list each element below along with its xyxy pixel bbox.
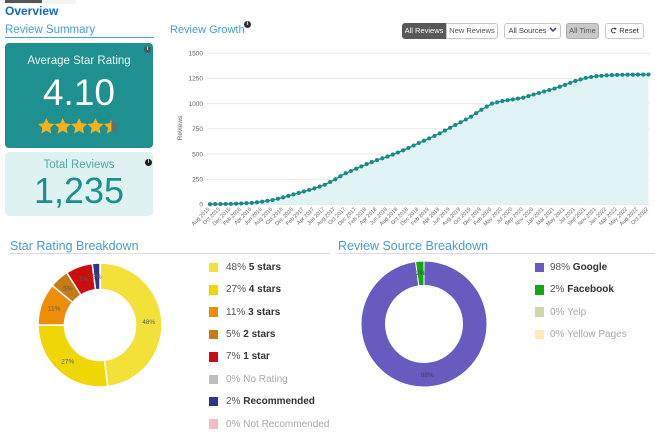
svg-text:250: 250	[192, 177, 203, 184]
svg-text:27%: 27%	[61, 359, 74, 366]
svg-text:5%: 5%	[63, 285, 73, 292]
svg-text:11%: 11%	[48, 306, 61, 313]
svg-text:0: 0	[199, 202, 203, 209]
svg-text:98%: 98%	[421, 372, 434, 379]
svg-text:1250: 1250	[189, 76, 204, 83]
svg-text:48%: 48%	[142, 319, 155, 326]
svg-text:1500: 1500	[189, 50, 204, 57]
svg-text:750: 750	[192, 126, 203, 133]
svg-text:Reviews: Reviews	[177, 115, 184, 140]
svg-text:2%: 2%	[416, 270, 426, 277]
svg-text:2%: 2%	[92, 273, 102, 280]
svg-text:7%: 7%	[79, 276, 89, 283]
svg-text:1000: 1000	[189, 101, 204, 108]
svg-text:500: 500	[192, 151, 203, 158]
